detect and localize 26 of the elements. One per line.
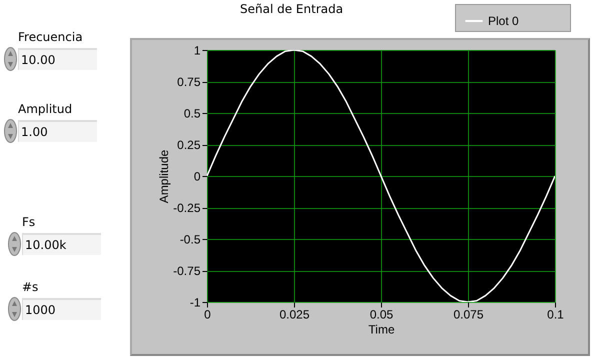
y-tick-label: -0.25	[173, 201, 201, 215]
y-tick-label: -1	[190, 296, 201, 310]
x-tick-label: 0.05	[370, 308, 394, 322]
text: #s	[22, 280, 40, 294]
text: Fs	[22, 215, 36, 229]
text: 1000	[22, 298, 101, 320]
x-tick-label: 0.075	[453, 308, 484, 322]
x-axis-title: Time	[368, 322, 395, 336]
y-tick-label: 0	[194, 170, 201, 184]
text: 10.00	[18, 48, 97, 70]
y-tick-label: -0.5	[180, 232, 201, 246]
y-tick-label: 1	[194, 44, 201, 58]
y-tick-label: 0.25	[177, 138, 201, 152]
x-tick-label: 0.1	[547, 308, 564, 322]
text: 1.00	[18, 120, 97, 142]
y-tick-label: 0.5	[184, 106, 201, 120]
y-axis-title: Amplitude	[157, 150, 172, 204]
y-tick-label: -0.75	[173, 264, 201, 278]
x-tick-label: 0	[204, 308, 212, 322]
text: Frecuencia	[18, 30, 84, 44]
x-tick-label: 0.025	[279, 308, 310, 322]
text: Amplitud	[18, 102, 74, 116]
text: 10.00k	[22, 233, 101, 255]
y-tick-label: 0.75	[177, 75, 201, 89]
chart-title: Señal de Entrada	[240, 2, 344, 16]
legend-label: Plot 0	[488, 14, 520, 28]
